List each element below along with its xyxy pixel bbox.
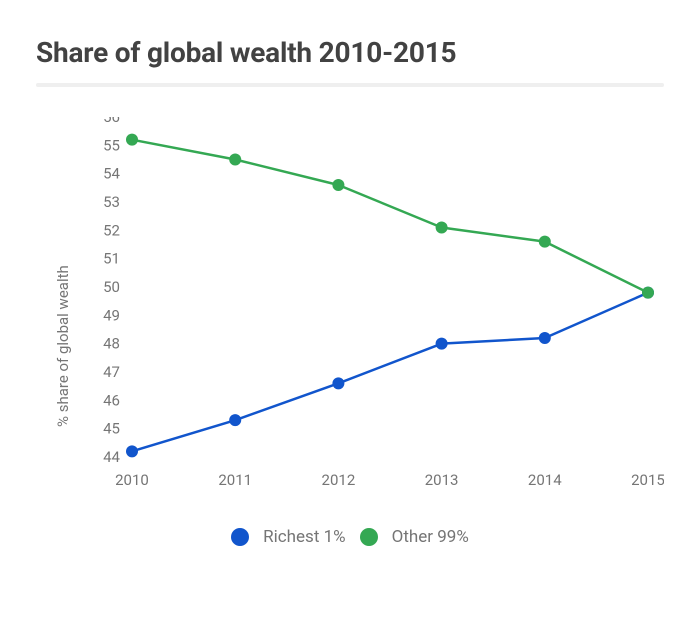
series-line xyxy=(132,140,648,293)
title-divider xyxy=(36,83,664,87)
y-tick-label: 47 xyxy=(103,363,120,381)
y-tick-label: 46 xyxy=(103,391,120,409)
series-marker xyxy=(539,332,551,344)
y-tick-label: 50 xyxy=(103,278,120,296)
y-tick-label: 51 xyxy=(103,250,120,268)
series-marker xyxy=(436,222,448,234)
series-marker xyxy=(332,377,344,389)
y-tick-label: 53 xyxy=(103,193,120,211)
legend-dot-richest xyxy=(231,528,249,546)
legend-label-richest: Richest 1% xyxy=(263,527,345,547)
chart-title: Share of global wealth 2010-2015 xyxy=(36,36,664,69)
series-marker xyxy=(229,414,241,426)
y-tick-label: 54 xyxy=(103,165,120,183)
x-tick-label: 2011 xyxy=(218,471,252,487)
page: Share of global wealth 2010-2015 % share… xyxy=(0,0,700,619)
series-marker xyxy=(436,338,448,350)
x-tick-label: 2013 xyxy=(425,471,459,487)
y-tick-label: 45 xyxy=(103,420,120,438)
x-tick-label: 2010 xyxy=(115,471,149,487)
y-tick-label: 44 xyxy=(103,448,120,466)
x-tick-label: 2012 xyxy=(322,471,356,487)
y-tick-label: 48 xyxy=(103,335,120,353)
y-axis-label: % share of global wealth xyxy=(54,265,72,427)
y-tick-label: 52 xyxy=(103,221,120,239)
series-marker xyxy=(539,236,551,248)
x-tick-label: 2015 xyxy=(631,471,664,487)
line-chart-svg: 44 45 46 47 48 49 50 51 52 53 54 55 56 2010 2011 2012 20… xyxy=(36,117,664,487)
series-marker xyxy=(642,287,654,299)
chart-area: % share of global wealth 44 45 46 47 48 49 50 5… xyxy=(36,117,664,487)
x-tick-label: 2014 xyxy=(528,471,562,487)
series-line xyxy=(132,293,648,452)
y-tick-label: 55 xyxy=(103,136,120,154)
series-marker xyxy=(332,179,344,191)
y-tick-label: 49 xyxy=(103,306,120,324)
y-tick-label: 56 xyxy=(103,117,120,126)
legend-label-other: Other 99% xyxy=(392,527,469,547)
legend: Richest 1% Other 99% xyxy=(36,527,664,547)
legend-dot-other xyxy=(360,528,378,546)
series-marker xyxy=(126,445,138,457)
series-marker xyxy=(229,154,241,166)
series-marker xyxy=(126,134,138,146)
